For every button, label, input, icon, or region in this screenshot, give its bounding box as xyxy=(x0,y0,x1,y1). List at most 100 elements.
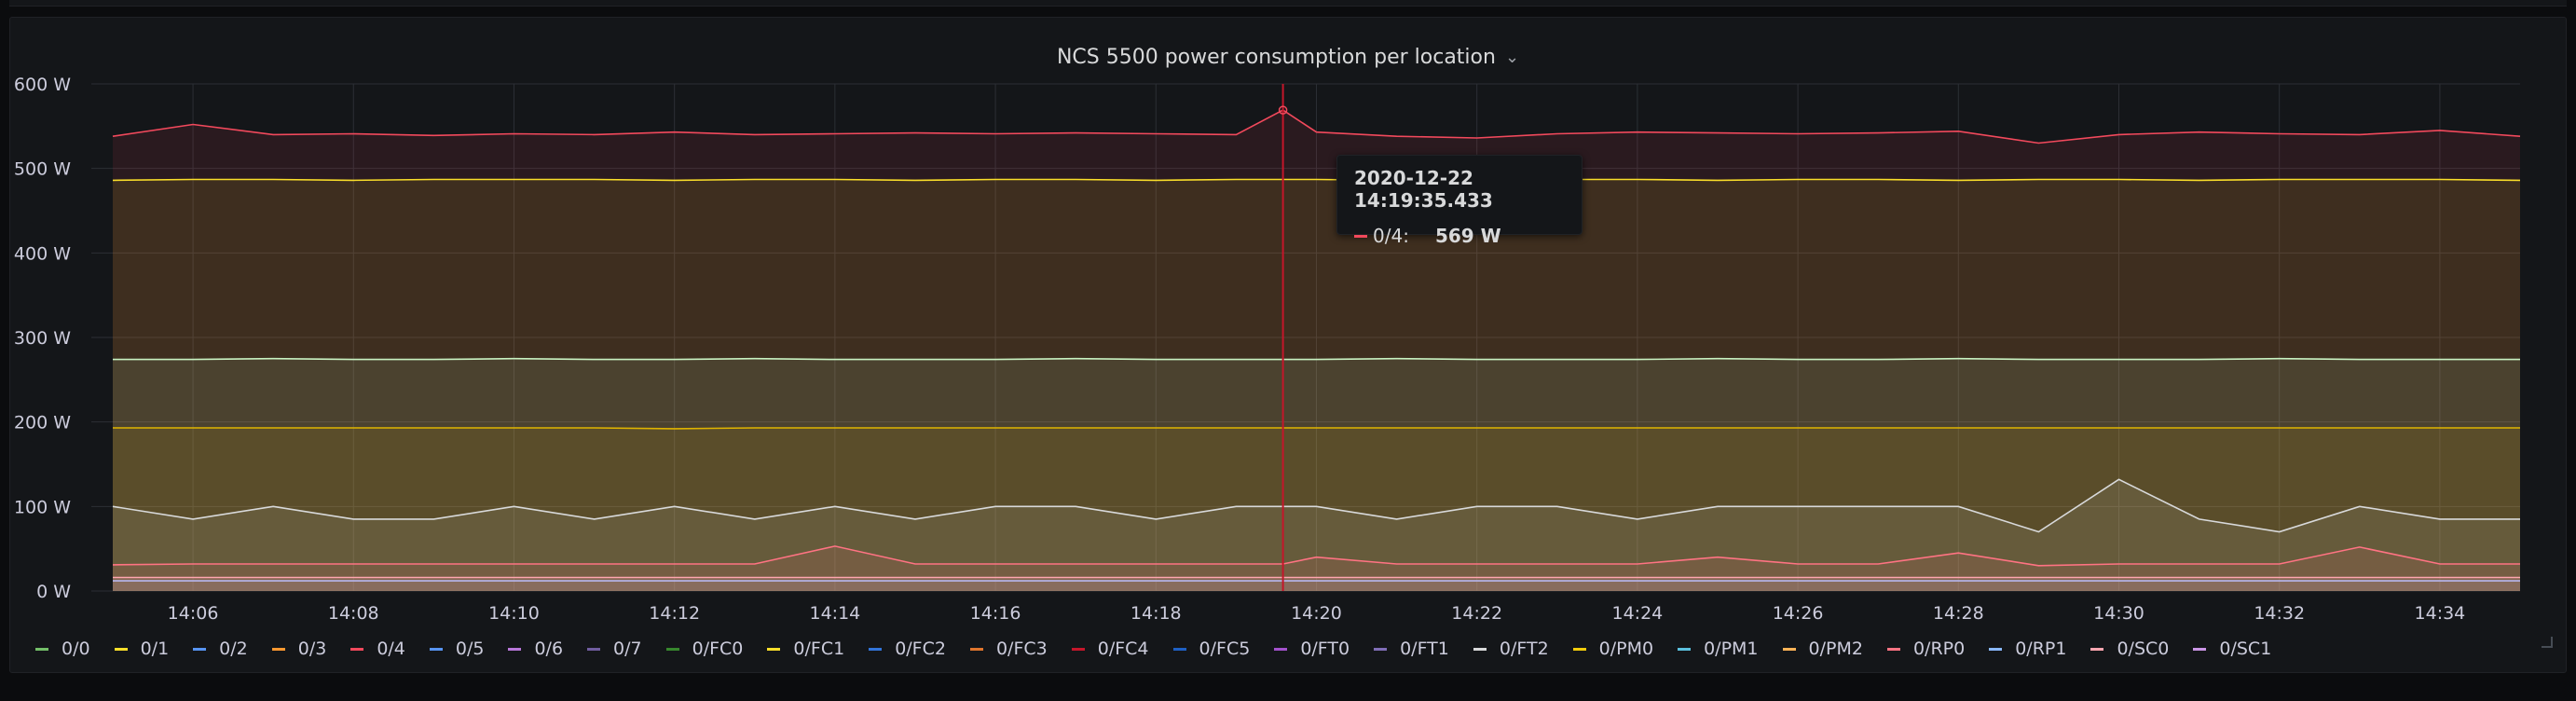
y-tick-label: 100 W xyxy=(14,497,71,517)
legend-label: 0/FC4 xyxy=(1097,639,1149,659)
legend-item-0-6[interactable]: 0/6 xyxy=(508,639,563,659)
legend-swatch xyxy=(767,647,781,651)
legend-item-0-PM0[interactable]: 0/PM0 xyxy=(1572,639,1654,659)
series-line-0-4[interactable] xyxy=(112,109,2521,144)
x-tick-label: 14:14 xyxy=(809,603,860,624)
legend-swatch xyxy=(1886,647,1900,651)
y-tick-label: 500 W xyxy=(14,159,71,180)
series-area-0-RP0 xyxy=(113,545,2520,591)
series-area-0-FT2 xyxy=(113,358,2520,591)
legend-label: 0/FC2 xyxy=(895,639,946,659)
x-tick-label: 14:32 xyxy=(2254,603,2305,624)
series-line-0-1[interactable] xyxy=(113,427,2520,430)
legend-swatch xyxy=(969,647,983,651)
legend-swatch xyxy=(193,647,207,651)
legend-item-0-FC0[interactable]: 0/FC0 xyxy=(665,639,744,659)
legend-item-0-FT2[interactable]: 0/FT2 xyxy=(1473,639,1549,659)
legend-item-0-PM1[interactable]: 0/PM1 xyxy=(1678,639,1759,659)
x-tick-label: 14:16 xyxy=(970,603,1021,624)
legend-label: 0/FC3 xyxy=(995,639,1048,659)
legend-swatch xyxy=(350,647,364,651)
panel-title-text: NCS 5500 power consumption per location xyxy=(1056,45,1496,69)
legend-swatch xyxy=(114,647,128,651)
tooltip-row: 0/4: 569 W xyxy=(1354,225,1565,247)
legend-label: 0/RP0 xyxy=(1912,639,1966,659)
legend-label: 0/PM0 xyxy=(1598,639,1654,659)
series-area-0-SC1 xyxy=(113,581,2520,591)
legend-swatch xyxy=(587,647,601,651)
x-tick-label: 14:26 xyxy=(1773,603,1824,624)
legend-swatch xyxy=(1274,647,1288,651)
legend-item-0-PM2[interactable]: 0/PM2 xyxy=(1782,639,1863,659)
legend-item-0-SC0[interactable]: 0/SC0 xyxy=(2090,639,2169,659)
legend-item-0-2[interactable]: 0/2 xyxy=(193,639,248,659)
x-tick-label: 14:30 xyxy=(2093,603,2144,624)
chart-legend: 0/0 0/1 0/2 0/3 0/4 0/5 0/6 0/7 0/FC0 0/FC1 0/FC2 0… xyxy=(35,630,2295,667)
legend-item-0-FC1[interactable]: 0/FC1 xyxy=(767,639,844,659)
legend-item-0-FC5[interactable]: 0/FC5 xyxy=(1172,639,1251,659)
legend-item-0-RP1[interactable]: 0/RP1 xyxy=(1989,639,2066,659)
y-tick-label: 400 W xyxy=(14,243,71,264)
tooltip-series-name: 0/4: xyxy=(1373,225,1409,247)
legend-label: 0/FC0 xyxy=(692,639,744,659)
legend-item-0-4[interactable]: 0/4 xyxy=(350,639,405,659)
legend-swatch xyxy=(271,647,285,651)
series-area-0-FT1 xyxy=(113,479,2520,591)
series-line-0-FT1[interactable] xyxy=(112,478,2520,533)
legend-swatch xyxy=(1473,647,1487,651)
legend-item-0-1[interactable]: 0/1 xyxy=(114,639,169,659)
legend-label: 0/FC5 xyxy=(1199,639,1251,659)
legend-swatch xyxy=(1782,647,1796,651)
y-tick-label: 200 W xyxy=(14,413,71,433)
panel-title[interactable]: NCS 5500 power consumption per location … xyxy=(10,40,2566,74)
series-line-0-PM0[interactable] xyxy=(112,178,2521,182)
x-tick-label: 14:24 xyxy=(1612,603,1664,624)
x-tick-label: 14:10 xyxy=(488,603,540,624)
legend-item-0-7[interactable]: 0/7 xyxy=(587,639,642,659)
x-tick-label: 14:18 xyxy=(1130,603,1182,624)
legend-swatch xyxy=(508,647,522,651)
legend-label: 0/FC1 xyxy=(793,639,845,659)
legend-item-0-FT1[interactable]: 0/FT1 xyxy=(1374,639,1449,659)
legend-label: 0/7 xyxy=(613,639,642,659)
y-tick-label: 300 W xyxy=(14,328,71,349)
legend-label: 0/0 xyxy=(62,639,90,659)
legend-item-0-FC3[interactable]: 0/FC3 xyxy=(969,639,1048,659)
legend-item-0-SC1[interactable]: 0/SC1 xyxy=(2193,639,2271,659)
legend-swatch xyxy=(1572,647,1586,651)
legend-swatch xyxy=(2090,647,2104,651)
legend-swatch xyxy=(2193,647,2207,651)
legend-item-0-FT0[interactable]: 0/FT0 xyxy=(1274,639,1350,659)
legend-item-0-5[interactable]: 0/5 xyxy=(429,639,484,659)
legend-swatch xyxy=(429,647,443,651)
legend-label: 0/FT0 xyxy=(1300,639,1350,659)
legend-label: 0/FT2 xyxy=(1499,639,1549,659)
tooltip-series-swatch xyxy=(1354,234,1367,238)
legend-item-0-0[interactable]: 0/0 xyxy=(35,639,90,659)
legend-label: 0/PM1 xyxy=(1704,639,1759,659)
legend-item-0-RP0[interactable]: 0/RP0 xyxy=(1886,639,1966,659)
legend-item-0-3[interactable]: 0/3 xyxy=(271,639,327,659)
legend-swatch xyxy=(665,647,679,651)
hover-point xyxy=(1278,105,1288,115)
series-line-0-FT2[interactable] xyxy=(113,357,2520,361)
x-tick-label: 14:34 xyxy=(2415,603,2466,624)
series-area-0-PM0 xyxy=(113,179,2520,591)
previous-panel-edge xyxy=(9,0,2567,7)
x-tick-label: 14:20 xyxy=(1291,603,1342,624)
x-tick-label: 14:08 xyxy=(328,603,379,624)
chevron-down-icon[interactable]: ⌄ xyxy=(1504,47,1520,67)
resize-handle-icon[interactable] xyxy=(2542,637,2553,648)
legend-label: 0/RP1 xyxy=(2015,639,2067,659)
legend-label: 0/3 xyxy=(297,639,327,659)
legend-item-0-FC4[interactable]: 0/FC4 xyxy=(1071,639,1149,659)
y-tick-label: 600 W xyxy=(14,75,71,95)
legend-label: 0/SC1 xyxy=(2219,639,2272,659)
tooltip-series-value: 569 W xyxy=(1434,225,1501,247)
legend-swatch xyxy=(35,647,48,651)
legend-item-0-FC2[interactable]: 0/FC2 xyxy=(869,639,946,659)
legend-swatch xyxy=(1172,647,1186,651)
series-line-0-RP0[interactable] xyxy=(112,545,2520,567)
legend-swatch xyxy=(1071,647,1085,651)
